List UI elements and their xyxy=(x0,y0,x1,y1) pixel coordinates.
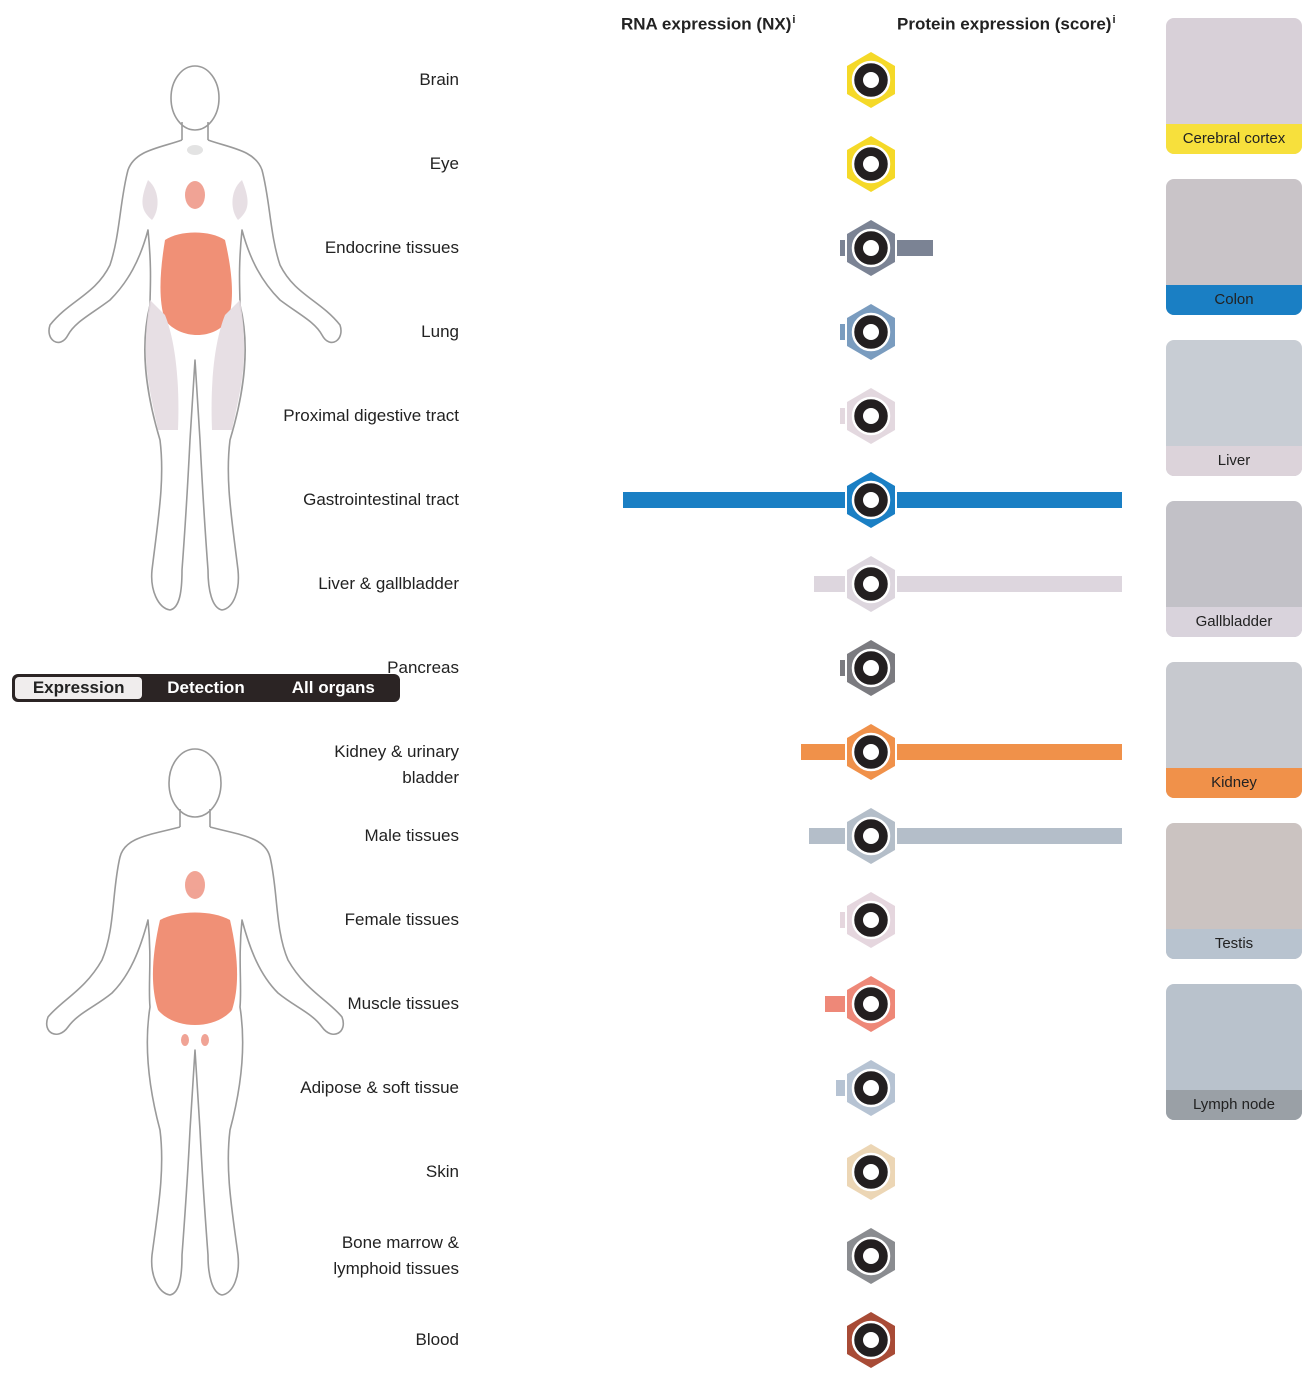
thumbnail-caption: Colon xyxy=(1166,285,1302,315)
detection-toggle-option[interactable]: Detection xyxy=(167,678,245,697)
thumbnail-caption: Kidney xyxy=(1166,768,1302,798)
rna-expression-bar[interactable] xyxy=(809,828,845,844)
tissue-row-brain[interactable]: Brain xyxy=(0,38,1160,122)
tissue-thumbnail[interactable]: Colon xyxy=(1166,179,1302,315)
tissue-label[interactable]: Female tissues xyxy=(344,910,459,929)
rna-expression-bar[interactable] xyxy=(840,660,845,676)
tissue-label[interactable]: Gastrointestinal tract xyxy=(303,490,459,509)
protein-info-icon[interactable]: i xyxy=(1112,14,1116,26)
tissue-label[interactable]: Muscle tissues xyxy=(347,994,459,1013)
lung-icon[interactable] xyxy=(842,303,900,361)
thumbnail-caption: Cerebral cortex xyxy=(1166,124,1302,154)
rna-expression-bar[interactable] xyxy=(840,408,845,424)
expression-toggle-option[interactable]: Expression xyxy=(15,677,143,699)
stomach-icon[interactable] xyxy=(842,471,900,529)
tissue-row-pancreas[interactable]: Pancreas xyxy=(0,626,1160,710)
tissue-label[interactable]: Endocrine tissues xyxy=(324,238,459,257)
pancreas-icon[interactable] xyxy=(842,639,900,697)
rna-expression-bar[interactable] xyxy=(623,492,845,508)
uterus-icon[interactable] xyxy=(842,891,900,949)
rna-info-icon[interactable]: i xyxy=(792,14,796,26)
tissue-row-eye[interactable]: Eye xyxy=(0,122,1160,206)
tissue-row-muscle-tissues[interactable]: Muscle tissues xyxy=(0,962,1160,1046)
tissue-row-endocrine-tissues[interactable]: Endocrine tissues xyxy=(0,206,1160,290)
tissue-label[interactable]: Pancreas xyxy=(387,658,459,677)
protein-expression-bar[interactable] xyxy=(897,492,1122,508)
tissue-thumbnail[interactable]: Gallbladder xyxy=(1166,501,1302,637)
tissue-row-adipose-and-soft-tissue[interactable]: Adipose & soft tissue xyxy=(0,1046,1160,1130)
liver-icon[interactable] xyxy=(842,555,900,613)
tissue-row-bone-marrow-and-lymphoid-tissues[interactable]: Bone marrow & lymphoid tissues xyxy=(0,1214,1160,1298)
tissue-label[interactable]: Bone marrow & lymphoid tissues xyxy=(333,1233,459,1278)
lymph-icon[interactable] xyxy=(842,1227,900,1285)
head-icon[interactable] xyxy=(842,387,900,445)
heart-icon[interactable] xyxy=(842,975,900,1033)
rna-expression-bar[interactable] xyxy=(840,324,845,340)
tissue-label[interactable]: Kidney & urinary bladder xyxy=(334,742,459,787)
thyroid-icon[interactable] xyxy=(842,219,900,277)
protein-expression-bar[interactable] xyxy=(897,828,1122,844)
all-organs-toggle-option[interactable]: All organs xyxy=(291,678,375,697)
rna-expression-bar[interactable] xyxy=(800,744,845,760)
thumbnail-caption: Lymph node xyxy=(1166,1090,1302,1120)
tissue-thumbnail[interactable]: Cerebral cortex xyxy=(1166,18,1302,154)
tissue-label[interactable]: Skin xyxy=(425,1162,459,1181)
rna-expression-bar[interactable] xyxy=(836,1080,845,1096)
skin-icon[interactable] xyxy=(842,1143,900,1201)
tissue-row-gastrointestinal-tract[interactable]: Gastrointestinal tract xyxy=(0,458,1160,542)
rna-expression-bar[interactable] xyxy=(825,996,845,1012)
tissue-row-male-tissues[interactable]: Male tissues xyxy=(0,794,1160,878)
tissue-thumbnail[interactable]: Kidney xyxy=(1166,662,1302,798)
male-body-figure[interactable] xyxy=(40,745,360,1305)
protein-expression-bar[interactable] xyxy=(897,576,1122,592)
protein-expression-bar[interactable] xyxy=(897,744,1122,760)
view-toggle: Expression Detection All organs xyxy=(12,674,400,702)
tissue-label[interactable]: Male tissues xyxy=(364,826,459,845)
kidney-icon[interactable] xyxy=(842,723,900,781)
tissue-label[interactable]: Brain xyxy=(419,70,459,89)
tissue-label[interactable]: Liver & gallbladder xyxy=(318,574,459,593)
protein-expression-header: Protein expression (score)i xyxy=(897,14,1116,34)
rna-expression-bar[interactable] xyxy=(840,912,845,928)
blood-icon[interactable] xyxy=(842,1311,900,1369)
tissue-thumbnail[interactable]: Lymph node xyxy=(1166,984,1302,1120)
tissue-row-blood[interactable]: Blood xyxy=(0,1298,1160,1382)
thumbnail-caption: Testis xyxy=(1166,929,1302,959)
tissue-row-female-tissues[interactable]: Female tissues xyxy=(0,878,1160,962)
rna-expression-header: RNA expression (NX)i xyxy=(621,14,796,34)
thumbnail-caption: Liver xyxy=(1166,446,1302,476)
tissue-label[interactable]: Lung xyxy=(421,322,459,341)
tissue-label[interactable]: Adipose & soft tissue xyxy=(300,1078,459,1097)
tissue-row-skin[interactable]: Skin xyxy=(0,1130,1160,1214)
tissue-row-lung[interactable]: Lung xyxy=(0,290,1160,374)
female-body-figure[interactable] xyxy=(40,60,360,620)
tissue-label[interactable]: Proximal digestive tract xyxy=(283,406,459,425)
protein-expression-bar[interactable] xyxy=(897,240,933,256)
tissue-thumbnail[interactable]: Liver xyxy=(1166,340,1302,476)
tissue-label[interactable]: Blood xyxy=(415,1330,459,1349)
tissue-row-proximal-digestive-tract[interactable]: Proximal digestive tract xyxy=(0,374,1160,458)
rna-expression-bar[interactable] xyxy=(813,576,845,592)
eye-icon[interactable] xyxy=(842,135,900,193)
tissue-thumbnail[interactable]: Testis xyxy=(1166,823,1302,959)
brain-icon[interactable] xyxy=(842,51,900,109)
adipose-icon[interactable] xyxy=(842,1059,900,1117)
tissue-row-liver-and-gallbladder[interactable]: Liver & gallbladder xyxy=(0,542,1160,626)
rna-expression-bar[interactable] xyxy=(840,240,845,256)
male-icon[interactable] xyxy=(842,807,900,865)
tissue-label[interactable]: Eye xyxy=(429,154,459,173)
thumbnail-caption: Gallbladder xyxy=(1166,607,1302,637)
tissue-row-kidney-and-urinary-bladder[interactable]: Kidney & urinary bladder xyxy=(0,710,1160,794)
